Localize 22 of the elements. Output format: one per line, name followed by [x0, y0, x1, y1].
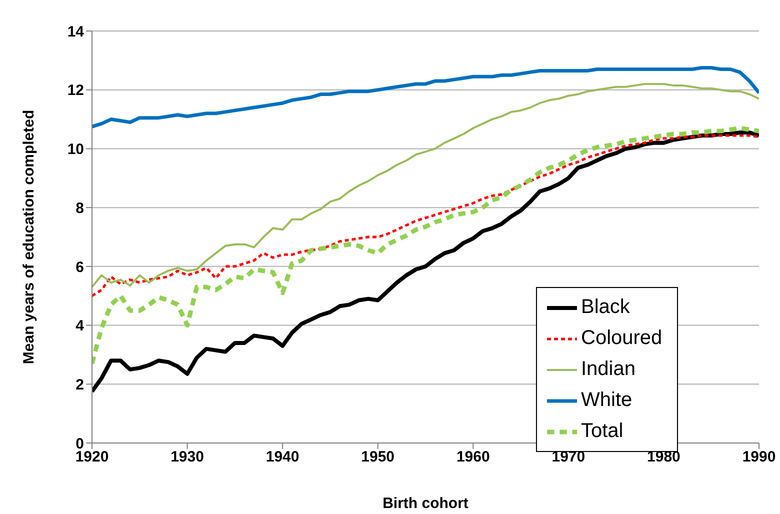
legend-label: Black: [581, 296, 630, 319]
y-tick-label: 14: [67, 23, 85, 40]
y-axis-title: Mean years of education completed: [20, 110, 38, 364]
legend-label: Total: [581, 420, 624, 443]
y-tick-label: 2: [76, 376, 84, 394]
legend-label: Coloured: [581, 327, 662, 350]
legend-label: Indian: [581, 358, 636, 381]
y-tick-label: 8: [76, 200, 84, 217]
x-tick-label: 1930: [170, 448, 204, 466]
line-series: [92, 82, 759, 288]
legend-label: White: [581, 389, 632, 412]
x-tick-label: 1990: [742, 448, 776, 466]
y-tick-label: 10: [67, 141, 84, 158]
line-series: [92, 134, 759, 298]
x-tick-label: 1940: [266, 448, 300, 466]
x-tick-label: 1950: [361, 448, 395, 466]
x-tick-label: 1960: [456, 448, 490, 466]
y-tick-label: 4: [76, 318, 85, 335]
x-axis-title: Birth cohort: [382, 495, 468, 512]
y-tick-label: 12: [67, 82, 84, 100]
line-series: [92, 66, 759, 128]
y-tick-label: 6: [76, 258, 84, 276]
